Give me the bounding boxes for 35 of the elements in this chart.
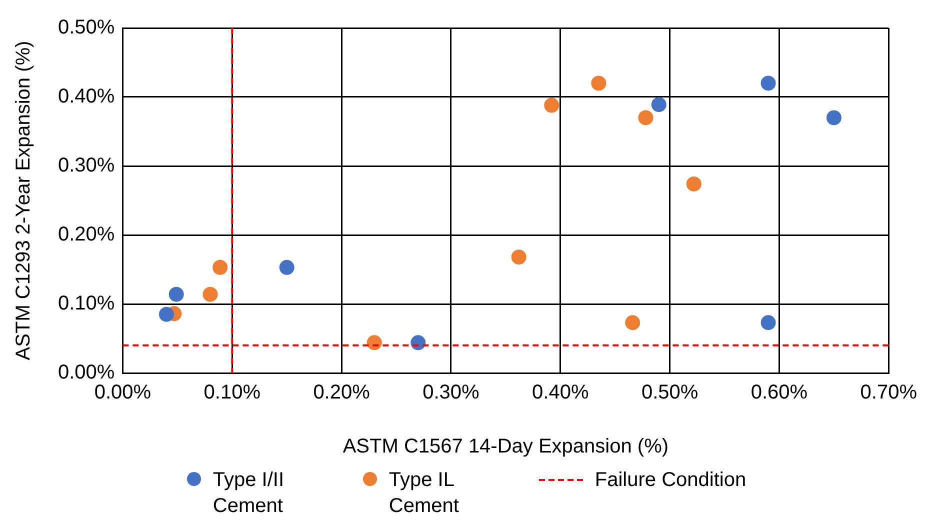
point (158, 306, 174, 322)
x-tick-label: 0.30% (422, 382, 480, 404)
y-tick-label: 0.50% (58, 16, 115, 39)
point (760, 315, 776, 330)
point (544, 98, 560, 113)
y-axis-title: ASTM C1293 2-Year Expansion (%) (12, 40, 35, 360)
x-tick-label: 0.00% (94, 382, 152, 404)
point (168, 286, 184, 302)
point (826, 110, 842, 126)
x-tick-label: 0.50% (641, 382, 698, 404)
x-tick-label: 0.10% (204, 382, 261, 404)
point (760, 76, 776, 91)
x-tick-label: 0.70% (860, 382, 918, 404)
x-tick-label: 0.60% (750, 382, 808, 404)
point (591, 76, 606, 91)
point (638, 110, 654, 126)
point (366, 335, 382, 350)
legend-label: Type I/II Cement (212, 468, 286, 519)
y-tick-label: 0.30% (58, 154, 115, 177)
y-tick-label: 0.20% (58, 224, 115, 246)
y-tick-label: 0.00% (58, 362, 115, 384)
point (511, 250, 526, 265)
point (212, 260, 228, 275)
point (686, 176, 702, 192)
point (651, 97, 666, 112)
y-tick-label: 0.40% (58, 86, 115, 108)
y-tick-label: 0.10% (58, 292, 115, 315)
point (625, 315, 640, 330)
point (279, 260, 294, 275)
x-tick-label: 0.40% (532, 382, 589, 404)
x-axis-title: ASTM C1567 14-Day Expansion (%) (342, 436, 669, 458)
x-tick-label: 0.20% (313, 382, 370, 404)
point (202, 286, 218, 302)
legend-label: Failure Condition (594, 468, 746, 493)
legend-label: Type IL Cement (388, 468, 460, 519)
